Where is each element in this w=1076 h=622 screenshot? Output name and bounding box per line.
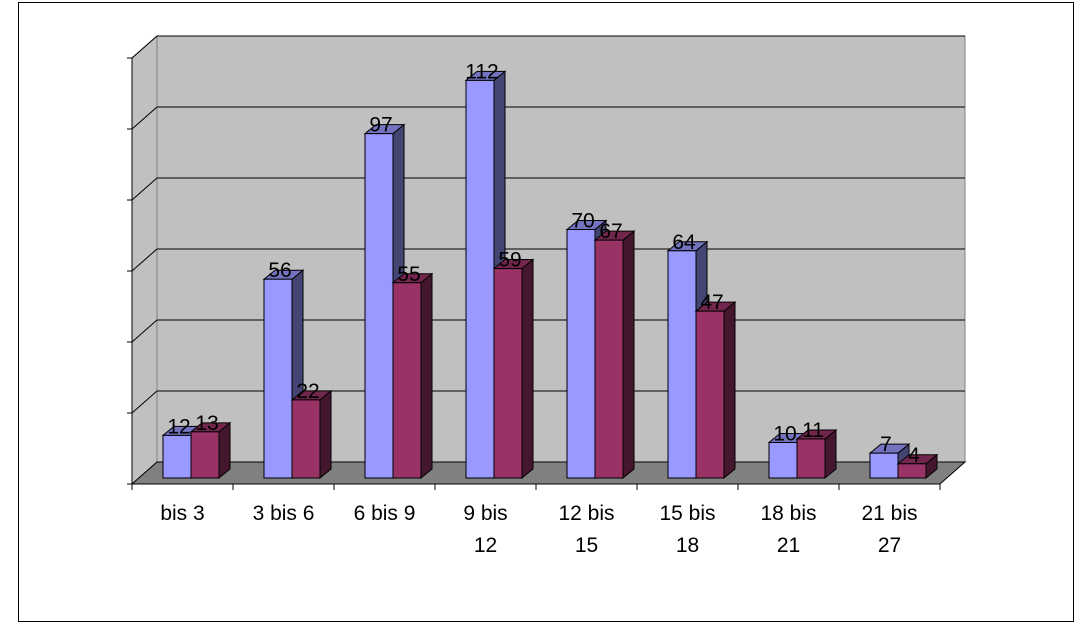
data-label: 56 <box>268 259 291 282</box>
data-label: 13 <box>195 412 218 435</box>
x-tick-label: 15 bis <box>659 502 715 525</box>
x-tick-label: 18 bis <box>760 502 816 525</box>
data-label: 4 <box>908 444 920 467</box>
data-label: 22 <box>296 380 319 403</box>
data-label: 59 <box>498 249 521 272</box>
bar-s2-1 <box>191 432 219 478</box>
bar-s1-4 <box>466 80 494 478</box>
data-label: 112 <box>465 60 498 83</box>
bar-s1-2 <box>264 279 292 478</box>
bar-s2-4 <box>494 269 522 478</box>
x-tick-label: 12 bis <box>558 502 614 525</box>
data-label: 10 <box>773 423 796 446</box>
x-tick-label: bis 3 <box>160 502 204 525</box>
bar-side-s2 <box>320 391 331 478</box>
bar-s1-1 <box>163 435 191 478</box>
data-label: 47 <box>700 291 723 314</box>
data-label: 97 <box>369 114 392 137</box>
bar-s1-7 <box>769 443 797 479</box>
x-tick-label: 15 <box>575 534 598 557</box>
bar-side-s2 <box>724 302 735 478</box>
x-tick-label: 9 bis <box>463 502 507 525</box>
bar-side-s2 <box>522 260 533 478</box>
bar-s1-5 <box>567 230 595 479</box>
data-label: 67 <box>599 220 622 243</box>
bar-s2-5 <box>595 240 623 478</box>
bar-s1-6 <box>668 251 696 478</box>
data-label: 55 <box>397 263 420 286</box>
data-label: 7 <box>880 433 892 456</box>
data-label: 70 <box>571 210 594 233</box>
bar-s2-2 <box>292 400 320 478</box>
bar-s1-8 <box>870 453 898 478</box>
x-tick-label: 12 <box>474 534 497 557</box>
bar-s2-3 <box>393 283 421 478</box>
x-tick-label: 6 bis 9 <box>354 502 416 525</box>
x-tick-label: 3 bis 6 <box>253 502 315 525</box>
data-label: 64 <box>672 231 696 254</box>
x-tick-label: 21 <box>777 534 800 557</box>
bar-s2-6 <box>696 311 724 478</box>
data-label: 12 <box>167 415 190 438</box>
x-tick-label: 21 bis <box>861 502 917 525</box>
x-tick-label: 18 <box>676 534 699 557</box>
chart-floor <box>132 462 965 484</box>
bar-s2-7 <box>797 439 825 478</box>
bar-chart: 12 56 97 112 70 64 10 7 13 22 55 59 67 47 11 4 bis 3 3 bi… <box>0 0 1076 597</box>
bar-side-s2 <box>421 274 432 478</box>
bar-s1-3 <box>365 134 393 478</box>
data-label: 11 <box>802 419 824 442</box>
x-tick-label: 27 <box>878 534 901 557</box>
bar-side-s2 <box>623 231 634 478</box>
